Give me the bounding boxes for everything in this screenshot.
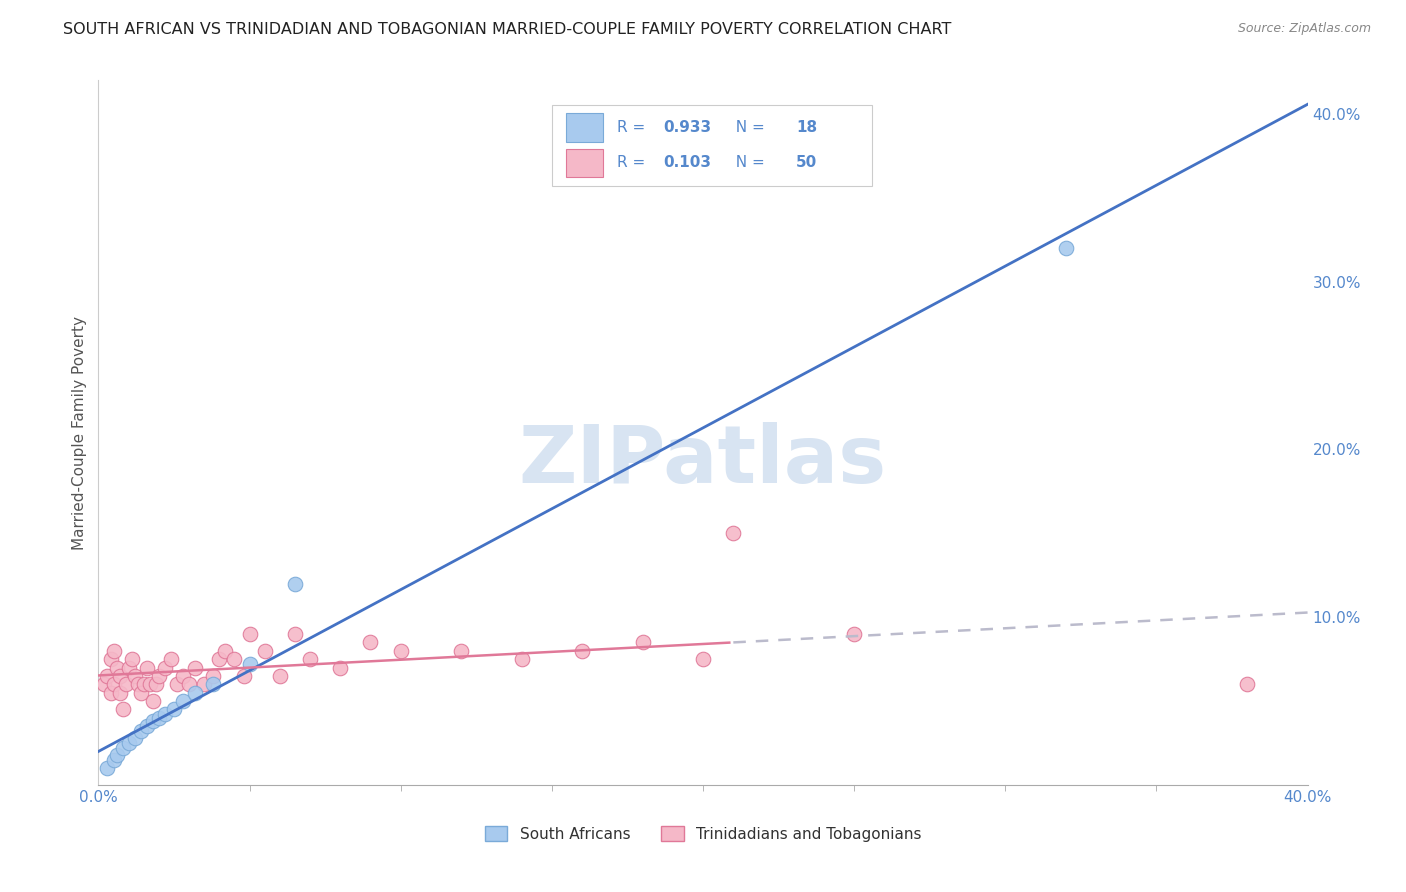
FancyBboxPatch shape: [551, 105, 872, 186]
Point: [100, 686, 122, 700]
Point: [172, 669, 194, 683]
Point: [103, 644, 125, 658]
Point: [184, 686, 207, 700]
Point: [132, 677, 155, 691]
Point: [723, 526, 745, 541]
Point: [148, 669, 170, 683]
Point: [253, 644, 276, 658]
Point: [145, 677, 167, 691]
Point: [179, 677, 201, 691]
Point: [127, 677, 149, 691]
Point: [450, 644, 472, 658]
Point: [214, 644, 236, 658]
Point: [105, 660, 128, 674]
FancyBboxPatch shape: [567, 113, 603, 142]
Point: [105, 747, 128, 762]
Point: [202, 677, 225, 691]
Point: [142, 714, 165, 729]
Point: [103, 677, 125, 691]
Point: [124, 669, 146, 683]
Text: N =: N =: [725, 155, 769, 170]
Point: [239, 657, 262, 672]
Point: [118, 736, 141, 750]
FancyBboxPatch shape: [567, 149, 603, 177]
Text: 0.933: 0.933: [664, 120, 711, 135]
Point: [844, 627, 866, 641]
Point: [299, 652, 322, 666]
Point: [571, 644, 593, 658]
Point: [184, 660, 207, 674]
Point: [103, 753, 125, 767]
Point: [329, 660, 352, 674]
Point: [121, 652, 143, 666]
Legend: South Africans, Trinidadians and Tobagonians: South Africans, Trinidadians and Tobagon…: [478, 820, 928, 847]
Text: ZIPatlas: ZIPatlas: [519, 422, 887, 500]
Point: [510, 652, 533, 666]
Text: 18: 18: [796, 120, 817, 135]
Text: R =: R =: [617, 120, 650, 135]
Point: [108, 669, 131, 683]
Point: [193, 677, 215, 691]
Point: [148, 711, 170, 725]
Point: [1236, 677, 1258, 691]
Point: [172, 694, 194, 708]
Text: SOUTH AFRICAN VS TRINIDADIAN AND TOBAGONIAN MARRIED-COUPLE FAMILY POVERTY CORREL: SOUTH AFRICAN VS TRINIDADIAN AND TOBAGON…: [63, 22, 952, 37]
Point: [111, 702, 134, 716]
Text: R =: R =: [617, 155, 650, 170]
Point: [208, 652, 231, 666]
Point: [284, 576, 307, 591]
Point: [108, 686, 131, 700]
Point: [118, 660, 141, 674]
Point: [239, 627, 262, 641]
Text: Source: ZipAtlas.com: Source: ZipAtlas.com: [1237, 22, 1371, 36]
Text: N =: N =: [725, 120, 769, 135]
Text: 50: 50: [796, 155, 817, 170]
Point: [153, 707, 176, 722]
Point: [135, 660, 157, 674]
Point: [160, 652, 183, 666]
Point: [142, 694, 165, 708]
Point: [96, 669, 118, 683]
Point: [360, 635, 382, 649]
Point: [124, 731, 146, 745]
Point: [232, 669, 254, 683]
Text: 0.103: 0.103: [664, 155, 711, 170]
Point: [129, 724, 152, 739]
Point: [100, 652, 122, 666]
Point: [96, 761, 118, 775]
Point: [129, 686, 152, 700]
Point: [389, 644, 412, 658]
Point: [224, 652, 246, 666]
Y-axis label: Married-Couple Family Poverty: Married-Couple Family Poverty: [72, 316, 87, 549]
Point: [284, 627, 307, 641]
Point: [1054, 241, 1077, 255]
Point: [111, 741, 134, 756]
Point: [166, 677, 188, 691]
Point: [692, 652, 714, 666]
Point: [93, 677, 115, 691]
Point: [202, 669, 225, 683]
Point: [114, 677, 136, 691]
Point: [163, 702, 186, 716]
Point: [631, 635, 654, 649]
Point: [269, 669, 291, 683]
Point: [139, 677, 162, 691]
Point: [153, 660, 176, 674]
Point: [135, 719, 157, 733]
